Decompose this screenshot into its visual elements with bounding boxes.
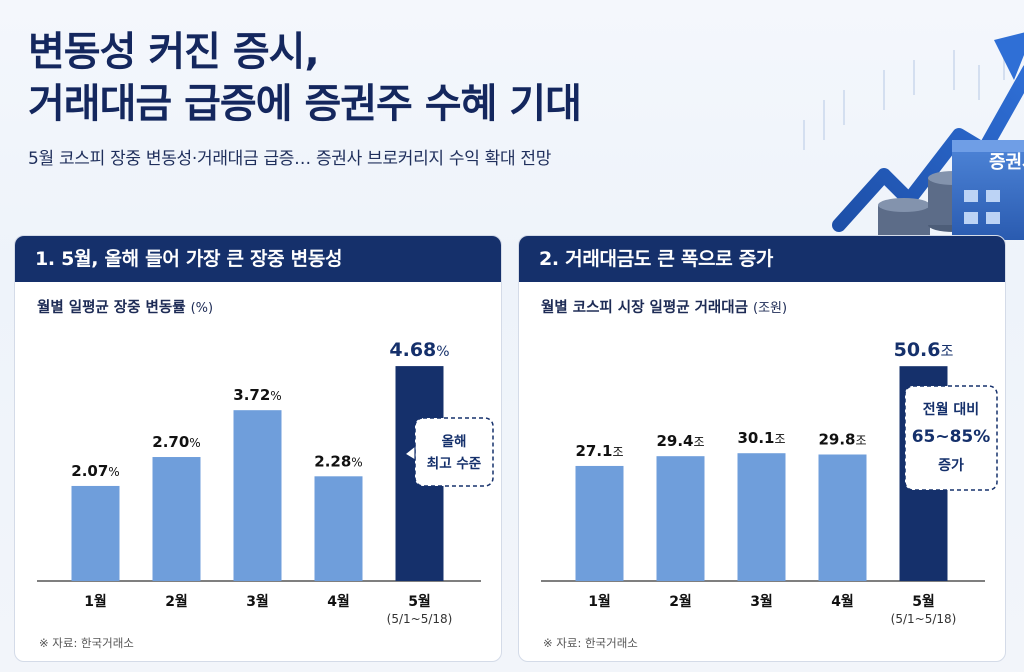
volatility-source: ※ 자료: 한국거래소 bbox=[39, 636, 134, 650]
value-unit-5: % bbox=[436, 344, 449, 360]
value-unit-3: 조 bbox=[774, 432, 785, 446]
bar-3 bbox=[737, 453, 786, 581]
bar-2 bbox=[152, 457, 201, 581]
category-label-5: 5월 bbox=[408, 593, 431, 610]
volatility-bar-chart: 2.07% 1월 2.70% 2월 3.72% 3월 2.28% 4월 4.68% 5월 (5/1~… bbox=[37, 339, 494, 626]
category-label-2: 2월 bbox=[165, 593, 188, 610]
category-label-4: 4월 bbox=[327, 593, 350, 610]
trading-value-panel: 2. 거래대금도 큰 폭으로 증가 월별 코스피 시장 일평균 거래대금 (조원… bbox=[518, 235, 1006, 662]
trading-value-source: ※ 자료: 한국거래소 bbox=[543, 636, 638, 650]
title-block: 변동성 커진 증시, 거래대금 급증에 증권주 수혜 기대 5월 코스피 장중 … bbox=[28, 26, 582, 169]
bar-4 bbox=[818, 454, 867, 581]
category-label-4: 4월 bbox=[831, 593, 854, 610]
building-sign: 증권사 bbox=[989, 152, 1024, 173]
trading-value-chart-title: 월별 코스피 시장 일평균 거래대금 (조원) bbox=[541, 296, 787, 317]
page-title-line-2: 거래대금 급증에 증권주 수혜 기대 bbox=[28, 81, 582, 127]
value-unit-3: % bbox=[270, 389, 281, 403]
value-unit-2: 조 bbox=[693, 435, 704, 449]
page-title-line-1: 변동성 커진 증시, bbox=[28, 29, 320, 75]
value-label-1: 2.07% bbox=[71, 462, 119, 480]
bar-1 bbox=[575, 465, 624, 581]
bar-3 bbox=[233, 410, 282, 581]
volatility-chart-title: 월별 일평균 장중 변동률 (%) bbox=[37, 296, 213, 317]
value-label-5: 4.68% bbox=[389, 339, 449, 361]
volatility-panel-header: 1. 5월, 올해 들어 가장 큰 장중 변동성 bbox=[15, 236, 501, 282]
value-unit-4: % bbox=[351, 455, 362, 469]
trading-value-chart-unit: (조원) bbox=[753, 301, 788, 316]
value-unit-4: 조 bbox=[855, 433, 866, 447]
bar-4 bbox=[314, 476, 363, 581]
annotation-line-3: 증가 bbox=[938, 458, 964, 474]
value-label-1: 27.1조 bbox=[575, 442, 623, 460]
category-label-5: 5월 bbox=[912, 593, 935, 610]
value-label-2: 2.70% bbox=[152, 433, 200, 451]
value-label-3: 30.1조 bbox=[737, 429, 785, 447]
category-label-1: 1월 bbox=[588, 593, 611, 610]
annotation-line-1: 전월 대비 bbox=[923, 401, 979, 418]
securities-building-icon bbox=[952, 140, 1024, 240]
volatility-chart-unit: (%) bbox=[190, 301, 214, 316]
value-label-4: 2.28% bbox=[314, 452, 362, 470]
category-label-3: 3월 bbox=[750, 593, 773, 610]
annotation-line-2: 65~85% bbox=[912, 427, 991, 447]
trend-arrow-icon bbox=[832, 65, 1024, 232]
value-label-5: 50.6조 bbox=[894, 339, 954, 361]
page-subtitle: 5월 코스피 장중 변동성·거래대금 급증… 증권사 브로커리지 수익 확대 전… bbox=[28, 149, 552, 169]
value-label-4: 29.8조 bbox=[818, 430, 866, 448]
volatility-chart-title-text: 월별 일평균 장중 변동률 bbox=[37, 300, 186, 316]
rising-arrow-illustration: 증권사 bbox=[803, 32, 1024, 242]
volatility-panel: 1. 5월, 올해 들어 가장 큰 장중 변동성 월별 일평균 장중 변동률 (… bbox=[14, 235, 502, 662]
bar-2 bbox=[656, 456, 705, 581]
category-label-3: 3월 bbox=[246, 593, 269, 610]
trading-value-chart-title-text: 월별 코스피 시장 일평균 거래대금 bbox=[541, 300, 748, 316]
value-label-3: 3.72% bbox=[233, 386, 281, 404]
value-unit-1: 조 bbox=[612, 445, 623, 459]
annotation-box bbox=[904, 385, 998, 491]
trading-value-panel-header: 2. 거래대금도 큰 폭으로 증가 bbox=[519, 236, 1005, 282]
category-sublabel-5: (5/1~5/18) bbox=[387, 612, 453, 626]
annotation-line-2: 최고 수준 bbox=[427, 456, 482, 472]
annotation-line-1: 올해 bbox=[442, 433, 467, 450]
value-unit-2: % bbox=[189, 436, 200, 450]
value-unit-5: 조 bbox=[941, 344, 954, 360]
value-label-2: 29.4조 bbox=[656, 432, 704, 450]
category-sublabel-5: (5/1~5/18) bbox=[891, 612, 957, 626]
category-label-1: 1월 bbox=[84, 593, 107, 610]
annotation-box bbox=[414, 417, 494, 487]
category-label-2: 2월 bbox=[669, 593, 692, 610]
bar-1 bbox=[71, 485, 120, 581]
value-unit-1: % bbox=[108, 465, 119, 479]
annotation-pointer bbox=[403, 444, 416, 462]
trading-value-bar-chart: 27.1조 1월 29.4조 2월 30.1조 3월 29.8조 4월 50.6조 5월 (5/1~… bbox=[541, 339, 998, 626]
